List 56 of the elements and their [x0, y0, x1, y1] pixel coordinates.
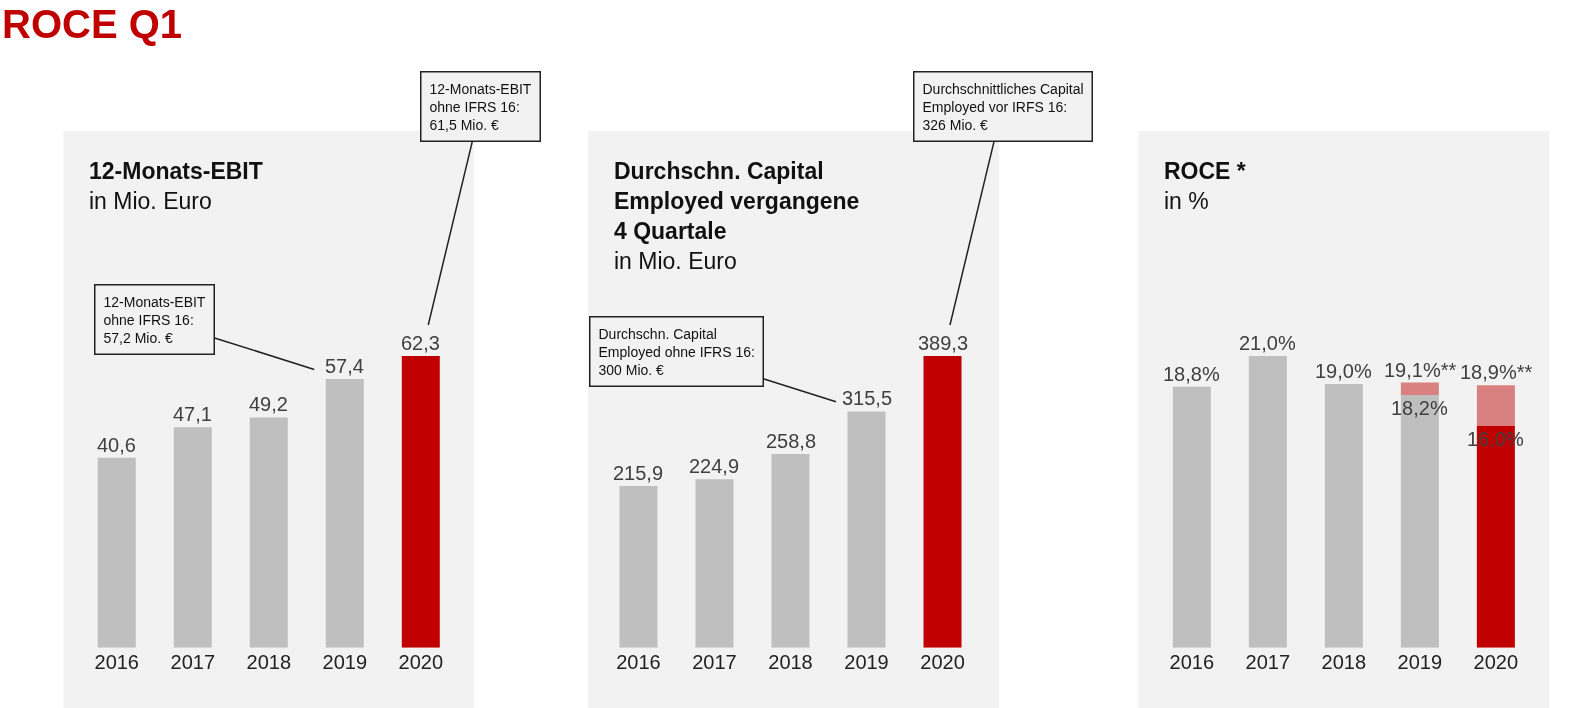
x-tick-label: 2018: [768, 650, 813, 673]
bar: [1476, 385, 1515, 426]
bar: [401, 356, 440, 648]
data-label: 19,0%: [1315, 360, 1372, 382]
x-tick-label: 2017: [1245, 650, 1291, 673]
x-tick-label: 2016: [94, 650, 140, 673]
x-tick-label: 2017: [692, 650, 737, 673]
x-tick-label: 2019: [1397, 650, 1443, 673]
data-label: 49,2: [249, 393, 288, 415]
bar: [847, 411, 886, 648]
data-label: 258,8: [766, 430, 817, 452]
x-tick-label: 2018: [246, 650, 292, 673]
chart-subtitle: in Mio. Euro: [614, 247, 737, 274]
bar: [619, 486, 658, 648]
annotation: 12-Monats-EBIT ohne IFRS 16: 57,2 Mio. €: [103, 293, 206, 346]
total-label: 18,9%**: [1460, 361, 1533, 383]
bar: [1248, 356, 1287, 648]
annotation: Durchschnittliches Capital Employed vor IRFS 16: 326 Mio. €: [922, 80, 1084, 133]
data-label: 40,6: [97, 434, 136, 456]
x-tick-label: 2019: [322, 650, 368, 673]
chart-subtitle: in Mio. Euro: [89, 187, 212, 214]
annotation: 12-Monats-EBIT ohne IFRS 16: 61,5 Mio. €: [429, 80, 532, 133]
data-label: 389,3: [918, 332, 969, 354]
bar: [97, 457, 136, 648]
data-label: 18,2%: [1391, 397, 1448, 419]
bar: [173, 427, 212, 648]
bar: [249, 417, 288, 648]
total-label: 19,1%**: [1384, 359, 1457, 381]
bar: [1400, 382, 1439, 396]
data-label: 47,1: [173, 403, 212, 425]
x-tick-label: 2018: [1321, 650, 1367, 673]
x-tick-label: 2016: [616, 650, 661, 673]
text: ROCE Q1: [2, 2, 183, 46]
x-tick-label: 2019: [844, 650, 889, 673]
data-label: 57,4: [325, 355, 364, 377]
annotation: Durchschn. Capital Employed ohne IFRS 16: 300 Mio. €: [598, 325, 755, 378]
data-label: 224,9: [689, 455, 740, 477]
bar: [695, 479, 734, 648]
bar: [325, 379, 364, 648]
bar: [923, 356, 962, 648]
bar: [771, 453, 810, 648]
data-label: 315,5: [842, 387, 893, 409]
x-tick-label: 2020: [398, 650, 444, 673]
data-label: 18,8%: [1163, 363, 1220, 385]
x-tick-label: 2020: [920, 650, 965, 673]
chart-title: 12-Monats-EBIT: [89, 158, 263, 184]
bar: [1172, 386, 1211, 648]
data-label: 21,0%: [1239, 332, 1296, 354]
x-tick-label: 2020: [1473, 650, 1519, 673]
data-label: 62,3: [401, 332, 440, 354]
x-tick-label: 2017: [170, 650, 216, 673]
chart-title: ROCE *: [1164, 158, 1246, 184]
chart-subtitle: in %: [1164, 187, 1209, 214]
x-tick-label: 2016: [1169, 650, 1215, 673]
data-label: 215,9: [613, 462, 664, 484]
bar: [1324, 383, 1363, 648]
